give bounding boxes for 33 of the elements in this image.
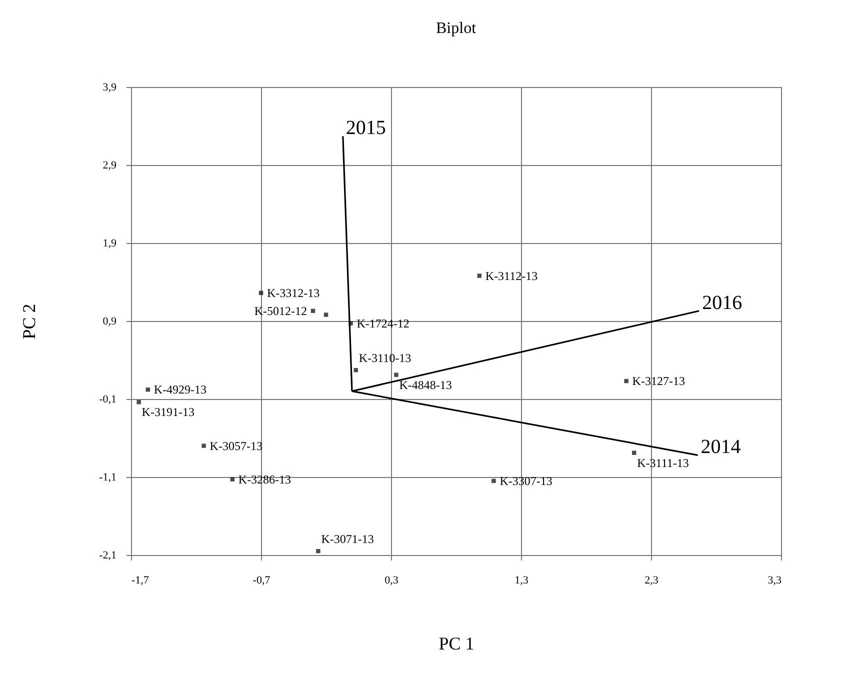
data-label: K-1724-12 bbox=[356, 316, 410, 330]
data-label: K-3057-13 bbox=[210, 438, 262, 453]
y-tick-label: 3,9 bbox=[102, 82, 117, 94]
x-tick-label: 1,3 bbox=[514, 574, 529, 586]
data-label: K-4929-13 bbox=[154, 382, 207, 397]
series-label: 2014 bbox=[700, 436, 741, 458]
y-tick-label: -0,1 bbox=[99, 394, 116, 406]
y-axis-title: PC 2 bbox=[19, 304, 40, 340]
data-label: K-3286-13 bbox=[238, 472, 292, 486]
series-label: 2016 bbox=[702, 292, 742, 314]
x-tick-label: 2,3 bbox=[644, 574, 659, 586]
x-axis-title: PC 1 bbox=[438, 634, 474, 654]
x-tick-label: -0,7 bbox=[252, 574, 271, 586]
series-label: 2015 bbox=[346, 117, 386, 140]
data-label: K-3312-13 bbox=[267, 286, 320, 300]
data-label: K-3127-13 bbox=[632, 374, 685, 388]
x-tick-label: -1,7 bbox=[132, 574, 150, 586]
y-tick-label: -1,1 bbox=[99, 472, 116, 484]
x-tick-label: 3,3 bbox=[768, 574, 782, 586]
data-label: K-3307-13 bbox=[500, 474, 552, 488]
data-label: K-5012-12 bbox=[254, 304, 307, 318]
y-tick-label: 0,9 bbox=[102, 316, 117, 328]
data-label: K-4848-13 bbox=[399, 378, 452, 392]
x-tick-label: 0,3 bbox=[384, 574, 399, 586]
y-tick-label: 2,9 bbox=[102, 160, 117, 172]
data-label: K-3111-13 bbox=[637, 456, 689, 470]
y-tick-label: -2,1 bbox=[99, 550, 116, 562]
data-label: K-3110-13 bbox=[358, 351, 412, 366]
y-tick-label: 1,9 bbox=[102, 238, 117, 250]
data-label: K-3071-13 bbox=[321, 532, 374, 546]
data-label: K-3112-13 bbox=[485, 268, 538, 283]
data-label: K-3191-13 bbox=[142, 405, 194, 420]
chart-title: Biplot bbox=[436, 20, 477, 37]
